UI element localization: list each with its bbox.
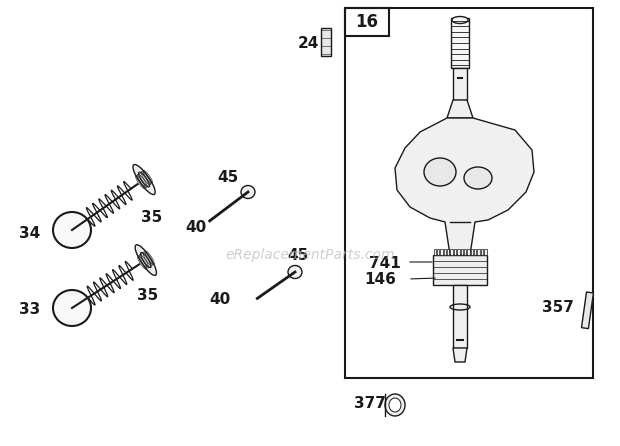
Bar (471, 249, 473, 255)
Bar (444, 249, 446, 255)
Bar (450, 249, 453, 255)
Ellipse shape (53, 212, 91, 248)
Polygon shape (395, 118, 534, 255)
Polygon shape (453, 348, 467, 362)
Ellipse shape (241, 186, 255, 198)
Ellipse shape (464, 167, 492, 189)
Bar (582, 292, 593, 329)
Text: 16: 16 (355, 13, 378, 31)
Bar (464, 249, 466, 255)
Ellipse shape (140, 252, 151, 268)
Text: 33: 33 (19, 302, 41, 318)
Bar (321, 28, 331, 56)
Bar (453, 285, 467, 348)
Bar (453, 68, 467, 100)
Bar (474, 249, 476, 255)
Ellipse shape (135, 245, 156, 276)
Bar (437, 249, 439, 255)
Text: 45: 45 (218, 170, 239, 186)
Text: 34: 34 (19, 226, 41, 240)
Ellipse shape (452, 17, 468, 24)
Ellipse shape (288, 265, 302, 278)
Bar (484, 249, 487, 255)
Text: 45: 45 (288, 248, 309, 263)
Text: 357: 357 (542, 301, 574, 315)
Bar (457, 249, 459, 255)
Bar (440, 249, 443, 255)
Text: 35: 35 (138, 288, 159, 302)
Bar (433, 249, 436, 255)
Text: 35: 35 (141, 211, 162, 226)
Bar (451, 18, 469, 68)
Ellipse shape (424, 158, 456, 186)
Text: 146: 146 (364, 273, 396, 288)
Bar (345, 8, 389, 36)
Bar (467, 249, 469, 255)
Ellipse shape (389, 398, 401, 412)
Ellipse shape (138, 172, 149, 187)
Text: eReplacementParts.com: eReplacementParts.com (225, 248, 395, 262)
Ellipse shape (133, 165, 155, 194)
Bar (480, 249, 483, 255)
Text: 40: 40 (210, 293, 231, 307)
Bar (461, 249, 463, 255)
Bar (477, 249, 480, 255)
Text: 24: 24 (298, 36, 319, 50)
Text: 377: 377 (354, 396, 386, 412)
Ellipse shape (53, 290, 91, 326)
Bar (454, 249, 456, 255)
Ellipse shape (385, 394, 405, 416)
Polygon shape (447, 100, 473, 118)
Bar (345, 8, 593, 378)
Bar (433, 255, 487, 285)
Bar (447, 249, 450, 255)
Text: 741: 741 (369, 256, 401, 271)
Text: 40: 40 (185, 220, 206, 235)
